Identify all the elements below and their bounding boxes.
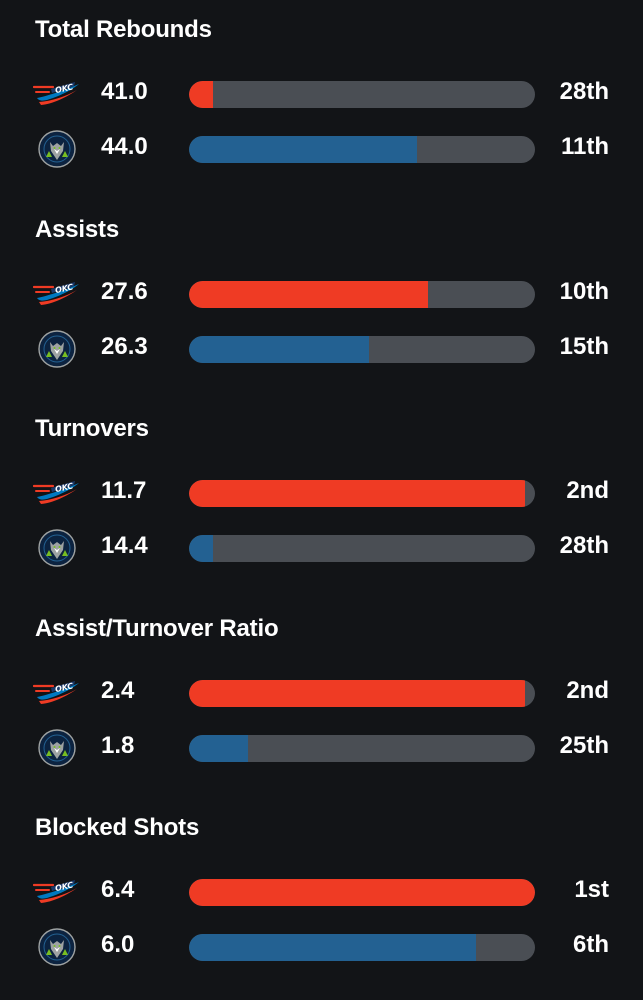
rank-bar-track <box>189 679 535 707</box>
league-rank: 10th <box>559 277 609 305</box>
stat-row-okc: 2.4 2nd <box>0 673 643 713</box>
okc-thunder-logo-icon <box>33 673 81 713</box>
league-rank: 15th <box>559 332 609 360</box>
minnesota-timberwolves-logo-icon <box>33 329 81 369</box>
rank-bar-fill <box>189 81 214 108</box>
rank-bar-track <box>189 879 535 906</box>
stat-title: Assist/Turnover Ratio <box>35 614 279 642</box>
stat-row-okc: 27.6 10th <box>0 274 643 314</box>
league-rank: 1st <box>574 876 609 903</box>
rank-bar-fill <box>189 879 535 906</box>
stat-section: Blocked Shots 6.4 1st 6.0 6th <box>0 798 643 998</box>
stat-row-okc: 6.4 1st <box>0 872 643 912</box>
stat-section: Turnovers 11.7 2nd 14.4 28th <box>0 399 643 599</box>
stat-row-min: 6.0 6th <box>0 927 643 967</box>
league-rank: 2nd <box>566 676 609 704</box>
league-rank: 28th <box>559 532 609 559</box>
rank-bar-fill <box>189 280 428 308</box>
stat-value: 11.7 <box>101 477 147 504</box>
stat-value: 6.0 <box>101 931 135 958</box>
okc-thunder-logo-icon <box>33 872 81 912</box>
stat-value: 1.8 <box>101 731 135 759</box>
stat-section: Assist/Turnover Ratio 2.4 2nd 1.8 25th <box>0 599 643 799</box>
stat-row-min: 14.4 28th <box>0 528 643 568</box>
stat-row-min: 26.3 15th <box>0 329 643 369</box>
stat-value: 27.6 <box>101 277 148 305</box>
stat-section: Assists 27.6 10th 26.3 15th <box>0 200 643 400</box>
rank-bar-fill <box>189 335 369 363</box>
league-rank: 28th <box>559 78 609 105</box>
rank-bar-track <box>189 280 535 308</box>
okc-thunder-logo-icon <box>33 74 81 114</box>
rank-bar-fill <box>189 679 525 707</box>
stat-value: 2.4 <box>101 676 135 704</box>
rank-bar-track <box>189 136 535 163</box>
stat-value: 44.0 <box>101 133 148 160</box>
stat-title: Assists <box>35 215 119 243</box>
okc-thunder-logo-icon <box>33 274 81 314</box>
minnesota-timberwolves-logo-icon <box>33 728 81 768</box>
rank-bar-fill <box>189 136 418 163</box>
rank-bar-track <box>189 734 535 762</box>
stat-title: Turnovers <box>35 415 149 442</box>
rank-bar-track <box>189 934 535 961</box>
rank-bar-fill <box>189 535 214 562</box>
stat-value: 26.3 <box>101 332 148 360</box>
stat-row-okc: 11.7 2nd <box>0 473 643 513</box>
stat-row-min: 1.8 25th <box>0 728 643 768</box>
stat-value: 14.4 <box>101 532 148 559</box>
stat-title: Blocked Shots <box>35 814 200 841</box>
stat-title: Total Rebounds <box>35 16 212 43</box>
stat-section: Total Rebounds 41.0 28th 44.0 11th <box>0 0 643 200</box>
rank-bar-fill <box>189 480 525 507</box>
league-rank: 25th <box>559 731 609 759</box>
minnesota-timberwolves-logo-icon <box>33 129 81 169</box>
rank-bar-fill <box>189 934 477 961</box>
rank-bar-track <box>189 335 535 363</box>
minnesota-timberwolves-logo-icon <box>33 528 81 568</box>
rank-bar-track <box>189 81 535 108</box>
stat-value: 6.4 <box>101 876 135 903</box>
okc-thunder-logo-icon <box>33 473 81 513</box>
league-rank: 6th <box>573 931 609 958</box>
rank-bar-track <box>189 535 535 562</box>
stat-row-min: 44.0 11th <box>0 129 643 169</box>
rank-bar-track <box>189 480 535 507</box>
stat-row-okc: 41.0 28th <box>0 74 643 114</box>
rank-bar-fill <box>189 734 248 762</box>
stat-value: 41.0 <box>101 78 148 105</box>
league-rank: 11th <box>560 133 609 160</box>
minnesota-timberwolves-logo-icon <box>33 927 81 967</box>
league-rank: 2nd <box>566 477 609 504</box>
